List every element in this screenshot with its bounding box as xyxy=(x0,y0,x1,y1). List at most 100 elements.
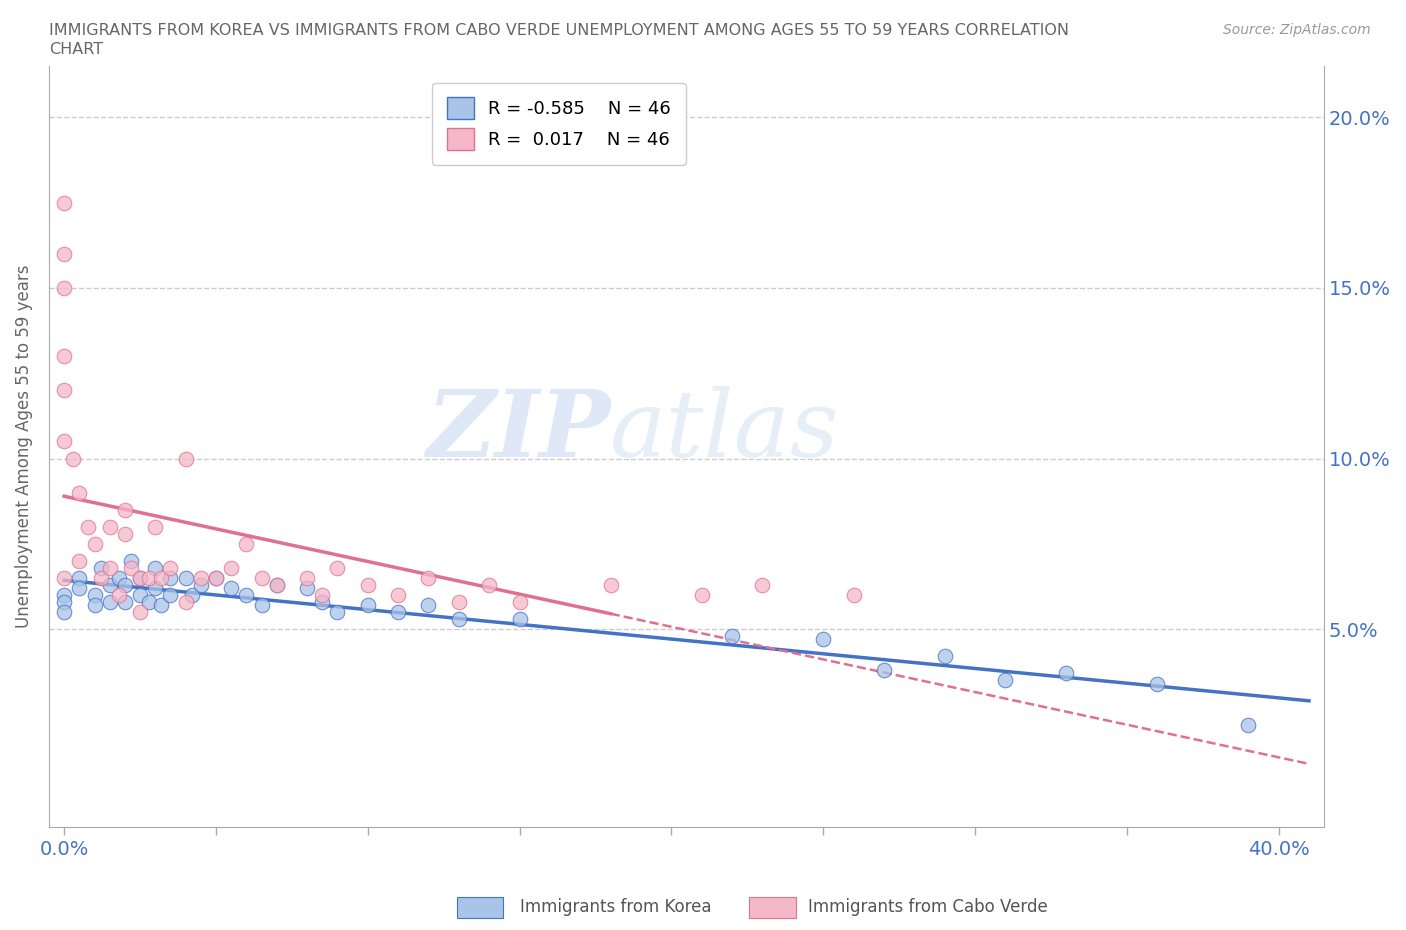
Text: Source: ZipAtlas.com: Source: ZipAtlas.com xyxy=(1223,23,1371,37)
Point xyxy=(357,598,380,613)
Point xyxy=(114,594,136,609)
Point xyxy=(53,349,76,364)
Point xyxy=(53,434,76,449)
Point xyxy=(311,594,333,609)
Point xyxy=(326,560,349,575)
Point xyxy=(83,588,105,603)
Point xyxy=(190,570,212,585)
Point xyxy=(1237,717,1260,732)
Point xyxy=(1054,666,1077,681)
Point xyxy=(62,451,84,466)
Point xyxy=(721,629,744,644)
Point xyxy=(67,485,90,500)
Point xyxy=(311,588,333,603)
Point xyxy=(90,570,112,585)
Point xyxy=(751,578,773,592)
Point xyxy=(174,570,197,585)
Point xyxy=(174,451,197,466)
Point xyxy=(235,588,257,603)
Point xyxy=(107,588,129,603)
Point xyxy=(83,598,105,613)
Point xyxy=(53,594,76,609)
Point xyxy=(53,570,76,585)
Point xyxy=(150,570,173,585)
Point xyxy=(150,598,173,613)
Point xyxy=(326,604,349,619)
Point xyxy=(67,580,90,595)
Text: CHART: CHART xyxy=(49,42,103,57)
Point xyxy=(53,383,76,398)
Point xyxy=(357,578,380,592)
Point xyxy=(53,588,76,603)
Point xyxy=(143,580,166,595)
Point xyxy=(205,570,228,585)
Point xyxy=(143,560,166,575)
Point xyxy=(447,594,470,609)
Point xyxy=(842,588,865,603)
Point xyxy=(129,570,152,585)
Point xyxy=(67,570,90,585)
Point xyxy=(53,246,76,261)
Point xyxy=(53,195,76,210)
Point xyxy=(143,519,166,534)
Point xyxy=(159,570,181,585)
Point xyxy=(418,598,440,613)
Point xyxy=(180,588,202,603)
Text: Immigrants from Cabo Verde: Immigrants from Cabo Verde xyxy=(808,897,1049,916)
Point xyxy=(98,594,121,609)
Point xyxy=(295,580,318,595)
Point xyxy=(159,560,181,575)
Point xyxy=(250,570,273,585)
Point xyxy=(387,604,409,619)
Point xyxy=(219,580,242,595)
Point xyxy=(120,553,142,568)
Point xyxy=(266,578,288,592)
Point xyxy=(509,594,531,609)
Point xyxy=(509,611,531,626)
Text: ZIP: ZIP xyxy=(426,386,610,476)
Point xyxy=(114,578,136,592)
Point xyxy=(129,588,152,603)
Point xyxy=(53,281,76,296)
Point xyxy=(295,570,318,585)
Point xyxy=(98,578,121,592)
Point xyxy=(219,560,242,575)
Point xyxy=(994,672,1017,687)
Point xyxy=(129,570,152,585)
Point xyxy=(811,631,834,646)
Point xyxy=(159,588,181,603)
Point xyxy=(690,588,713,603)
Point xyxy=(138,594,160,609)
Point xyxy=(934,649,956,664)
Point xyxy=(235,537,257,551)
Point xyxy=(205,570,228,585)
Point xyxy=(387,588,409,603)
Point xyxy=(98,560,121,575)
Point xyxy=(1146,676,1168,691)
Point xyxy=(174,594,197,609)
Point xyxy=(90,560,112,575)
Legend: R = -0.585    N = 46, R =  0.017    N = 46: R = -0.585 N = 46, R = 0.017 N = 46 xyxy=(433,83,686,165)
Text: atlas: atlas xyxy=(610,386,839,476)
Y-axis label: Unemployment Among Ages 55 to 59 years: Unemployment Among Ages 55 to 59 years xyxy=(15,265,32,629)
Point xyxy=(107,570,129,585)
Point xyxy=(418,570,440,585)
Point xyxy=(67,553,90,568)
Point xyxy=(129,604,152,619)
Point xyxy=(478,578,501,592)
Point xyxy=(190,578,212,592)
Point xyxy=(53,604,76,619)
Point xyxy=(114,502,136,517)
Point xyxy=(599,578,621,592)
Point xyxy=(266,578,288,592)
Point xyxy=(138,570,160,585)
Point xyxy=(873,662,896,677)
Point xyxy=(447,611,470,626)
Point xyxy=(83,537,105,551)
Text: Immigrants from Korea: Immigrants from Korea xyxy=(520,897,711,916)
Point xyxy=(250,598,273,613)
Point xyxy=(120,560,142,575)
Point xyxy=(77,519,100,534)
Point xyxy=(98,519,121,534)
Point xyxy=(114,526,136,541)
